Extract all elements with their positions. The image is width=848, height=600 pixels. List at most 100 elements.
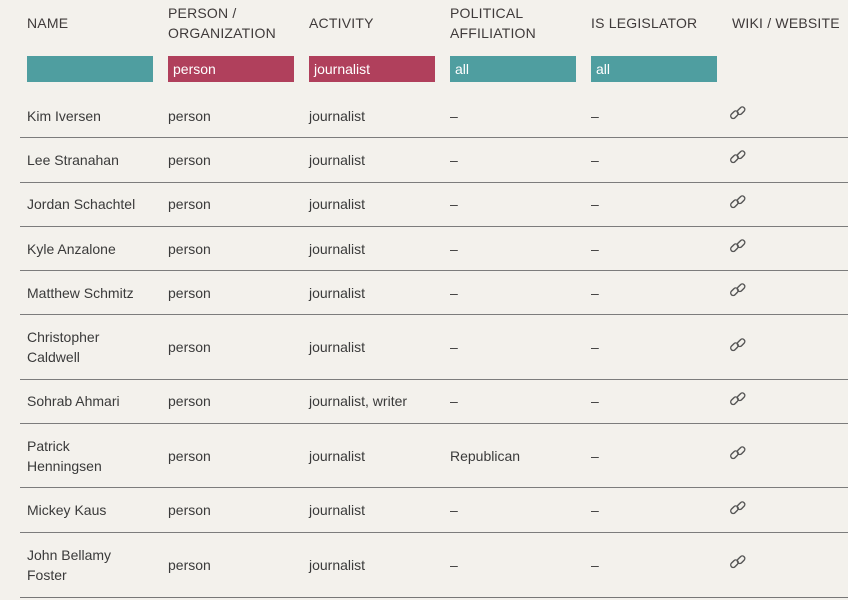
cell-legislator: – xyxy=(591,151,599,168)
cell-political: – xyxy=(450,284,458,301)
cell-legislator: – xyxy=(591,447,599,464)
cell-name: Kim Iversen xyxy=(27,107,101,124)
header-political-line1: POLITICAL xyxy=(450,5,524,21)
cell-legislator: – xyxy=(591,339,599,356)
link-icon[interactable] xyxy=(728,192,748,212)
cell-activity: journalist xyxy=(309,196,366,213)
cell-name: Matthew Schmitz xyxy=(27,284,134,301)
cell-wiki xyxy=(725,335,848,360)
cell-activity: journalist xyxy=(309,240,366,257)
cell-name: Lee Stranahan xyxy=(27,151,119,168)
cell-political: – xyxy=(450,339,458,356)
table-row: Patrick Henningsen person journalist Rep… xyxy=(20,424,848,489)
link-icon[interactable] xyxy=(728,498,748,518)
activity-filter-select[interactable]: journalist xyxy=(309,56,435,82)
cell-type: person xyxy=(168,339,211,356)
cell-wiki xyxy=(725,147,848,172)
people-table: NAME PERSON / ORGANIZATION ACTIVITY POLI… xyxy=(20,0,848,598)
link-icon[interactable] xyxy=(728,335,748,355)
header-type-line1: PERSON / xyxy=(168,5,237,21)
cell-name: Kyle Anzalone xyxy=(27,240,116,257)
cell-political: – xyxy=(450,107,458,124)
cell-legislator: – xyxy=(591,502,599,519)
cell-type: person xyxy=(168,556,211,573)
table-row: Sohrab Ahmari person journalist, writer … xyxy=(20,380,848,425)
cell-wiki xyxy=(725,552,848,577)
cell-wiki xyxy=(725,236,848,261)
wiki-filter-empty xyxy=(732,56,848,82)
header-wiki-website: WIKI / WEBSITE xyxy=(732,15,840,31)
table-row: Kyle Anzalone person journalist – – xyxy=(20,227,848,272)
table-body: Kim Iversen person journalist – – Lee St… xyxy=(20,94,848,598)
link-icon[interactable] xyxy=(728,552,748,572)
cell-activity: journalist xyxy=(309,151,366,168)
table-row: Christopher Caldwell person journalist –… xyxy=(20,315,848,380)
cell-type: person xyxy=(168,196,211,213)
table-row: Lee Stranahan person journalist – – xyxy=(20,138,848,183)
cell-political: – xyxy=(450,556,458,573)
legislator-filter-select[interactable]: all xyxy=(591,56,717,82)
table-header: NAME PERSON / ORGANIZATION ACTIVITY POLI… xyxy=(20,0,848,50)
table-row: John Bellamy Foster person journalist – … xyxy=(20,533,848,597)
table-row: Jordan Schachtel person journalist – – xyxy=(20,183,848,227)
filter-row: person journalist all all xyxy=(20,50,848,94)
table-row: Mickey Kaus person journalist – – xyxy=(20,488,848,533)
cell-activity: journalist xyxy=(309,556,366,573)
header-activity[interactable]: ACTIVITY xyxy=(309,15,374,31)
cell-type: person xyxy=(168,107,211,124)
cell-legislator: – xyxy=(591,196,599,213)
cell-activity: journalist xyxy=(309,502,366,519)
type-filter-select[interactable]: person xyxy=(168,56,294,82)
cell-name: Jordan Schachtel xyxy=(27,196,136,213)
cell-wiki xyxy=(725,389,848,414)
cell-name: Patrick Henningsen xyxy=(27,437,102,474)
cell-legislator: – xyxy=(591,107,599,124)
link-icon[interactable] xyxy=(728,236,748,256)
cell-legislator: – xyxy=(591,284,599,301)
link-icon[interactable] xyxy=(728,443,748,463)
cell-political: Republican xyxy=(450,447,521,464)
header-type-line2: ORGANIZATION xyxy=(168,25,276,41)
link-icon[interactable] xyxy=(728,103,748,123)
cell-activity: journalist xyxy=(309,447,366,464)
header-political-line2: AFFILIATION xyxy=(450,25,536,41)
name-filter-input[interactable] xyxy=(27,56,153,82)
cell-wiki xyxy=(725,498,848,523)
cell-wiki xyxy=(725,443,848,468)
cell-type: person xyxy=(168,284,211,301)
cell-political: – xyxy=(450,151,458,168)
cell-wiki xyxy=(725,192,848,217)
political-filter-select[interactable]: all xyxy=(450,56,576,82)
cell-type: person xyxy=(168,393,211,410)
cell-name: Sohrab Ahmari xyxy=(27,393,120,410)
header-political-affiliation[interactable]: POLITICAL AFFILIATION xyxy=(443,0,584,43)
cell-political: – xyxy=(450,502,458,519)
cell-name: Christopher Caldwell xyxy=(27,329,100,366)
cell-activity: journalist xyxy=(309,284,366,301)
cell-activity: journalist xyxy=(309,339,366,356)
cell-name: John Bellamy Foster xyxy=(27,546,112,583)
link-icon[interactable] xyxy=(728,389,748,409)
cell-type: person xyxy=(168,502,211,519)
header-name[interactable]: NAME xyxy=(27,15,69,31)
cell-legislator: – xyxy=(591,240,599,257)
cell-name: Mickey Kaus xyxy=(27,502,107,519)
cell-legislator: – xyxy=(591,393,599,410)
cell-wiki xyxy=(725,280,848,305)
cell-activity: journalist xyxy=(309,107,366,124)
cell-type: person xyxy=(168,447,211,464)
header-is-legislator[interactable]: IS LEGISLATOR xyxy=(591,15,698,31)
table-row: Matthew Schmitz person journalist – – xyxy=(20,271,848,316)
link-icon[interactable] xyxy=(728,147,748,167)
cell-political: – xyxy=(450,240,458,257)
cell-legislator: – xyxy=(591,556,599,573)
cell-type: person xyxy=(168,151,211,168)
table-row: Kim Iversen person journalist – – xyxy=(20,94,848,139)
cell-activity: journalist, writer xyxy=(309,393,408,410)
cell-wiki xyxy=(725,103,848,128)
cell-political: – xyxy=(450,196,458,213)
cell-political: – xyxy=(450,393,458,410)
header-person-organization[interactable]: PERSON / ORGANIZATION xyxy=(161,0,302,43)
cell-type: person xyxy=(168,240,211,257)
link-icon[interactable] xyxy=(728,280,748,300)
